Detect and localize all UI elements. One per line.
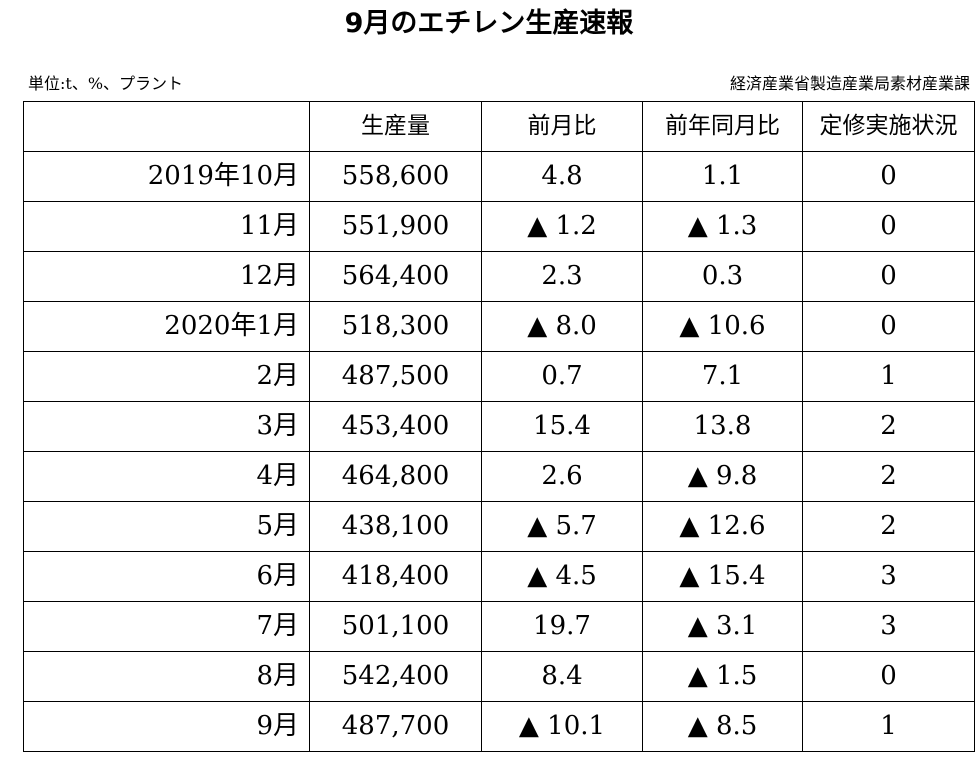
unit-note: 単位:t、%、プラント [28, 74, 184, 93]
yoy-cell: ▲ 1.3 [642, 201, 803, 252]
header-production: 生産量 [309, 101, 482, 152]
period-cell: 12月 [23, 251, 310, 302]
mom-cell: ▲ 8.0 [481, 301, 643, 352]
table-row: 3月 453,400 15.4 13.8 2 [23, 401, 975, 452]
maintenance-cell: 0 [802, 201, 975, 252]
yoy-cell: ▲ 12.6 [642, 501, 803, 552]
maintenance-cell: 0 [802, 251, 975, 302]
table-row: 11月 551,900 ▲ 1.2 ▲ 1.3 0 [23, 201, 975, 252]
mom-cell: ▲ 5.7 [481, 501, 643, 552]
table-row: 12月 564,400 2.3 0.3 0 [23, 251, 975, 302]
period-cell: 6月 [23, 551, 310, 602]
table-row: 2019年10月 558,600 4.8 1.1 0 [23, 151, 975, 202]
yoy-cell: ▲ 10.6 [642, 301, 803, 352]
yoy-cell: ▲ 1.5 [642, 651, 803, 702]
table-row: 6月 418,400 ▲ 4.5 ▲ 15.4 3 [23, 551, 975, 602]
mom-cell: ▲ 10.1 [481, 701, 643, 752]
ethylene-production-table: 生産量 前月比 前年同月比 定修実施状況 2019年10月 558,600 4.… [23, 101, 975, 752]
production-cell: 558,600 [309, 151, 482, 202]
table-header-row: 生産量 前月比 前年同月比 定修実施状況 [23, 101, 975, 152]
yoy-cell: ▲ 8.5 [642, 701, 803, 752]
mom-cell: 19.7 [481, 601, 643, 652]
header-mom: 前月比 [481, 101, 643, 152]
maintenance-cell: 1 [802, 701, 975, 752]
maintenance-cell: 2 [802, 451, 975, 502]
table-row: 2月 487,500 0.7 7.1 1 [23, 351, 975, 402]
yoy-cell: 0.3 [642, 251, 803, 302]
production-cell: 464,800 [309, 451, 482, 502]
period-cell: 9月 [23, 701, 310, 752]
yoy-cell: 7.1 [642, 351, 803, 402]
mom-cell: 15.4 [481, 401, 643, 452]
maintenance-cell: 0 [802, 301, 975, 352]
maintenance-cell: 0 [802, 151, 975, 202]
maintenance-cell: 2 [802, 401, 975, 452]
production-cell: 564,400 [309, 251, 482, 302]
production-cell: 551,900 [309, 201, 482, 252]
production-cell: 487,700 [309, 701, 482, 752]
yoy-cell: 13.8 [642, 401, 803, 452]
header-period [23, 101, 310, 152]
period-cell: 2020年1月 [23, 301, 310, 352]
maintenance-cell: 3 [802, 551, 975, 602]
mom-cell: 4.8 [481, 151, 643, 202]
production-cell: 438,100 [309, 501, 482, 552]
mom-cell: ▲ 4.5 [481, 551, 643, 602]
period-cell: 11月 [23, 201, 310, 252]
maintenance-cell: 3 [802, 601, 975, 652]
table-row: 5月 438,100 ▲ 5.7 ▲ 12.6 2 [23, 501, 975, 552]
production-cell: 542,400 [309, 651, 482, 702]
mom-cell: 8.4 [481, 651, 643, 702]
maintenance-cell: 2 [802, 501, 975, 552]
period-cell: 8月 [23, 651, 310, 702]
page-title: 9月のエチレン生産速報 [344, 8, 634, 39]
maintenance-cell: 1 [802, 351, 975, 402]
production-cell: 501,100 [309, 601, 482, 652]
production-cell: 487,500 [309, 351, 482, 402]
header-maintenance: 定修実施状況 [802, 101, 975, 152]
yoy-cell: ▲ 9.8 [642, 451, 803, 502]
period-cell: 7月 [23, 601, 310, 652]
mom-cell: 0.7 [481, 351, 643, 402]
mom-cell: 2.6 [481, 451, 643, 502]
period-cell: 5月 [23, 501, 310, 552]
production-cell: 518,300 [309, 301, 482, 352]
table-row: 2020年1月 518,300 ▲ 8.0 ▲ 10.6 0 [23, 301, 975, 352]
table-row: 7月 501,100 19.7 ▲ 3.1 3 [23, 601, 975, 652]
production-cell: 453,400 [309, 401, 482, 452]
yoy-cell: 1.1 [642, 151, 803, 202]
header-yoy: 前年同月比 [642, 101, 803, 152]
period-cell: 3月 [23, 401, 310, 452]
mom-cell: ▲ 1.2 [481, 201, 643, 252]
period-cell: 4月 [23, 451, 310, 502]
yoy-cell: ▲ 15.4 [642, 551, 803, 602]
maintenance-cell: 0 [802, 651, 975, 702]
table-row: 4月 464,800 2.6 ▲ 9.8 2 [23, 451, 975, 502]
period-cell: 2月 [23, 351, 310, 402]
table-row: 8月 542,400 8.4 ▲ 1.5 0 [23, 651, 975, 702]
yoy-cell: ▲ 3.1 [642, 601, 803, 652]
production-cell: 418,400 [309, 551, 482, 602]
table-row: 9月 487,700 ▲ 10.1 ▲ 8.5 1 [23, 701, 975, 752]
mom-cell: 2.3 [481, 251, 643, 302]
period-cell: 2019年10月 [23, 151, 310, 202]
source-note: 経済産業省製造産業局素材産業課 [729, 74, 970, 93]
